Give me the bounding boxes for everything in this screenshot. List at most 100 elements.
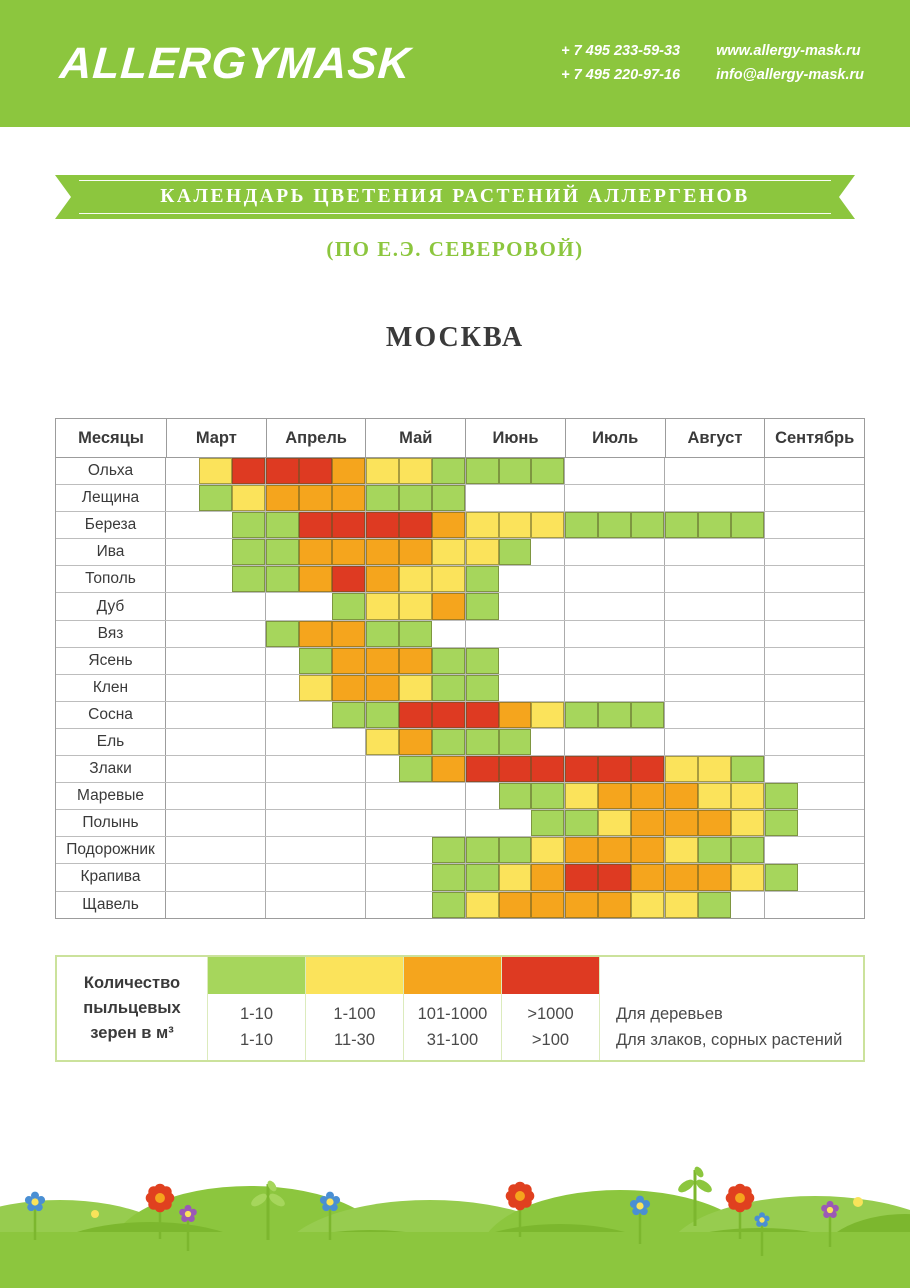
row-label: Полынь xyxy=(56,810,166,837)
calendar-cell xyxy=(199,621,232,647)
calendar-cell xyxy=(199,864,232,890)
calendar-cell xyxy=(531,701,566,728)
calendar-cell xyxy=(798,458,831,484)
calendar-cell xyxy=(698,593,731,619)
calendar-cell xyxy=(531,756,566,783)
calendar-cell xyxy=(498,837,532,864)
table-row: Дуб xyxy=(56,593,864,621)
row-label: Маревые xyxy=(56,783,166,810)
calendar-cell xyxy=(831,729,864,755)
calendar-cell xyxy=(731,512,766,539)
calendar-cell xyxy=(698,810,732,837)
calendar-cell xyxy=(631,674,666,701)
daisy-flower-icon xyxy=(725,1183,755,1239)
calendar-cell xyxy=(698,621,731,647)
row-label: Крапива xyxy=(56,864,166,891)
calendar-cell xyxy=(665,864,699,891)
table-row: Сосна xyxy=(56,701,864,729)
calendar-cell xyxy=(498,539,532,566)
legend-swatch xyxy=(208,957,305,994)
calendar-cell xyxy=(531,458,566,485)
month-header: Июнь xyxy=(465,419,565,457)
calendar-cell xyxy=(565,729,598,755)
calendar-cell xyxy=(332,891,366,918)
calendar-cell xyxy=(531,566,566,593)
calendar-cell xyxy=(465,539,499,566)
calendar-cell xyxy=(399,810,432,836)
calendar-cell xyxy=(831,648,864,674)
legend-note-grasses: Для злаков, сорных растений xyxy=(616,1030,843,1049)
calendar-cell xyxy=(765,648,798,674)
calendar-cell xyxy=(331,701,366,728)
calendar-cell xyxy=(298,674,332,701)
calendar-cell xyxy=(798,539,831,565)
calendar-cell xyxy=(499,810,532,836)
calendar-cell xyxy=(232,701,266,728)
calendar-cell xyxy=(798,566,831,592)
calendar-cell xyxy=(199,837,232,863)
calendar-cell xyxy=(765,810,799,837)
calendar-cell xyxy=(331,566,366,593)
calendar-cell xyxy=(731,756,766,783)
calendar-cell xyxy=(731,728,766,756)
dot-flower-icon xyxy=(91,1210,99,1218)
calendar-cell xyxy=(731,458,766,485)
calendar-cell xyxy=(365,620,399,647)
legend-column: >1000 >100 xyxy=(501,957,599,1060)
calendar-cell xyxy=(498,701,532,728)
legend-swatch xyxy=(306,957,403,994)
calendar-cell xyxy=(232,728,266,756)
calendar-cell xyxy=(465,837,499,864)
calendar-cell xyxy=(531,647,566,674)
calendar-cell xyxy=(166,512,199,538)
sprout-flower-icon xyxy=(251,1180,285,1240)
calendar-cell xyxy=(665,729,698,755)
calendar-cell xyxy=(499,621,532,647)
calendar-cell xyxy=(631,701,666,728)
calendar-cell xyxy=(665,675,698,701)
contact-phones: + 7 495 233-59-33 + 7 495 220-97-16 xyxy=(561,40,680,86)
calendar-cell xyxy=(399,892,432,918)
month-header: Июль xyxy=(564,419,665,457)
pollen-calendar-table: Месяцы Март Апрель Май Июнь Июль Август Сентяб… xyxy=(55,418,865,919)
calendar-cell xyxy=(565,810,599,837)
calendar-cell xyxy=(498,891,532,918)
calendar-cell xyxy=(299,593,332,619)
calendar-cell xyxy=(631,756,666,783)
calendar-cell xyxy=(831,485,864,511)
calendar-cell xyxy=(431,539,466,566)
calendar-cell xyxy=(431,593,466,620)
calendar-cell xyxy=(466,485,499,511)
calendar-cell xyxy=(831,675,864,701)
calendar-cell xyxy=(598,729,631,755)
calendar-cell xyxy=(565,837,599,864)
calendar-cell xyxy=(199,675,232,701)
calendar-cell xyxy=(731,837,766,864)
calendar-cell xyxy=(765,566,798,592)
calendar-cell xyxy=(665,485,698,511)
calendar-cell xyxy=(332,783,366,810)
calendar-cell xyxy=(565,675,598,701)
calendar-cell xyxy=(731,593,766,620)
website-url: www.allergy-mask.ru xyxy=(716,43,861,60)
calendar-cell xyxy=(431,485,466,512)
calendar-cell xyxy=(199,566,232,592)
calendar-cell xyxy=(531,512,566,539)
calendar-cell xyxy=(398,647,432,674)
calendar-cell xyxy=(299,837,332,863)
calendar-cell xyxy=(331,512,366,539)
calendar-cell xyxy=(565,756,599,783)
calendar-cell xyxy=(798,783,831,809)
calendar-cell xyxy=(765,837,798,863)
calendar-cell xyxy=(765,729,798,755)
row-label: Ясень xyxy=(56,647,166,674)
table-row: Клен xyxy=(56,674,864,702)
row-label: Вяз xyxy=(56,620,166,647)
grass-ground-bar xyxy=(0,1232,910,1288)
bloom-flower-icon xyxy=(319,1191,341,1240)
calendar-cell xyxy=(631,485,666,512)
calendar-cell xyxy=(199,648,232,674)
calendar-cell xyxy=(331,539,366,566)
calendar-cell xyxy=(598,810,632,837)
calendar-cell xyxy=(531,620,566,647)
